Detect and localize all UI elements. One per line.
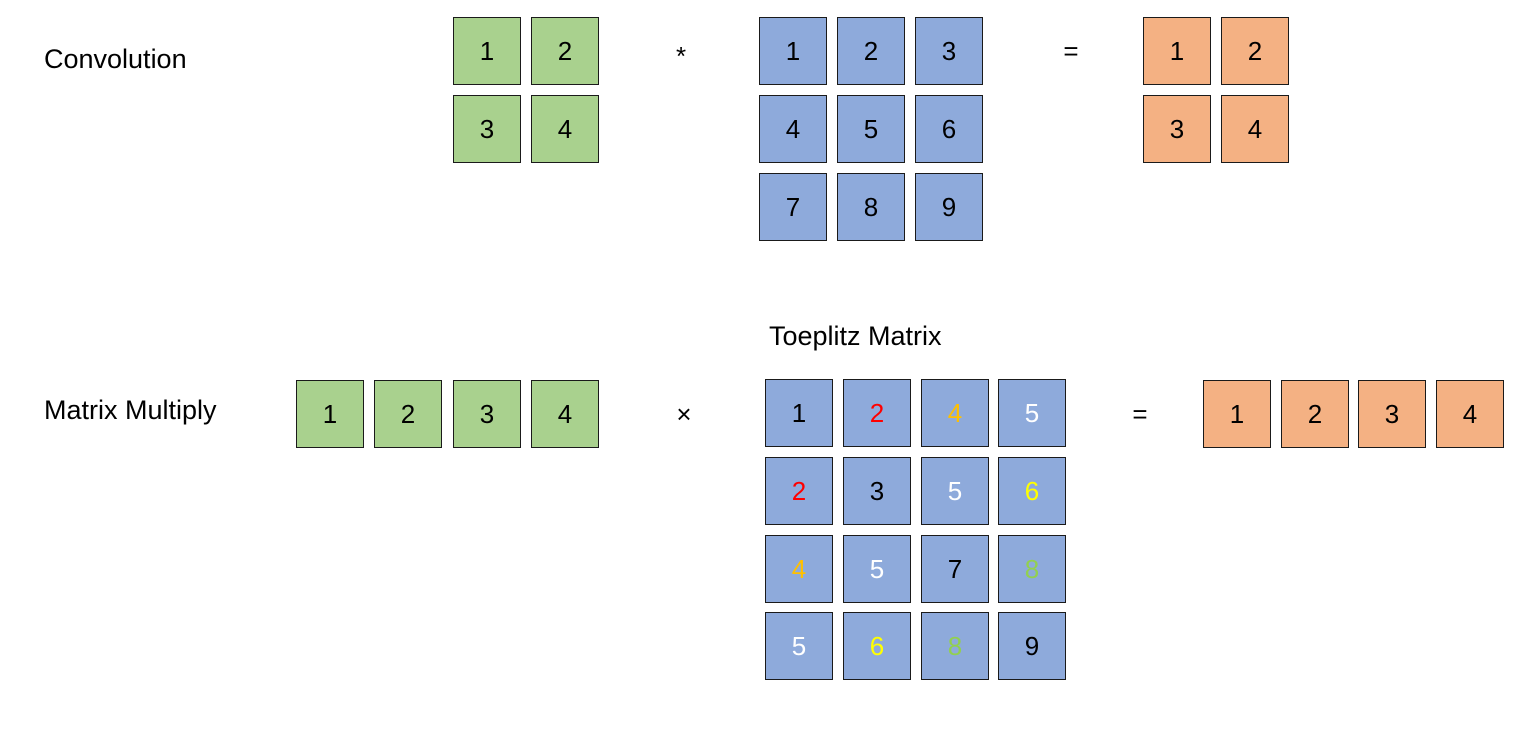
- input-cell: 6: [915, 95, 983, 163]
- output-vector-cell: 2: [1281, 380, 1349, 448]
- convolution-operator: *: [675, 41, 687, 71]
- toeplitz-matrix-label: Toeplitz Matrix: [769, 321, 942, 351]
- input-cell: 5: [837, 95, 905, 163]
- input-cell: 7: [759, 173, 827, 241]
- toeplitz-cell: 5: [843, 535, 911, 603]
- kernel-cell: 3: [453, 95, 521, 163]
- convolution-equals: =: [1063, 36, 1079, 66]
- output-vector-cell: 4: [1436, 380, 1504, 448]
- input-cell: 3: [915, 17, 983, 85]
- toeplitz-cell: 4: [765, 535, 833, 603]
- input-cell: 1: [759, 17, 827, 85]
- output-cell: 2: [1221, 17, 1289, 85]
- kernel-cell: 1: [453, 17, 521, 85]
- output-cell: 4: [1221, 95, 1289, 163]
- toeplitz-cell: 2: [843, 379, 911, 447]
- input-cell: 8: [837, 173, 905, 241]
- toeplitz-cell: 1: [765, 379, 833, 447]
- multiply-operator: ×: [676, 399, 692, 429]
- toeplitz-cell: 4: [921, 379, 989, 447]
- multiply-equals: =: [1132, 399, 1148, 429]
- input-cell: 4: [759, 95, 827, 163]
- toeplitz-cell: 6: [998, 457, 1066, 525]
- toeplitz-cell: 8: [921, 612, 989, 680]
- toeplitz-cell: 3: [843, 457, 911, 525]
- vector-cell: 4: [531, 380, 599, 448]
- input-cell: 2: [837, 17, 905, 85]
- toeplitz-cell: 6: [843, 612, 911, 680]
- vector-cell: 2: [374, 380, 442, 448]
- matrix-multiply-label: Matrix Multiply: [44, 395, 217, 425]
- toeplitz-cell: 5: [765, 612, 833, 680]
- output-cell: 1: [1143, 17, 1211, 85]
- toeplitz-cell: 5: [998, 379, 1066, 447]
- output-cell: 3: [1143, 95, 1211, 163]
- output-vector-cell: 1: [1203, 380, 1271, 448]
- convolution-label: Convolution: [44, 44, 187, 74]
- output-vector-cell: 3: [1358, 380, 1426, 448]
- vector-cell: 3: [453, 380, 521, 448]
- toeplitz-cell: 2: [765, 457, 833, 525]
- toeplitz-cell: 8: [998, 535, 1066, 603]
- kernel-cell: 4: [531, 95, 599, 163]
- toeplitz-cell: 9: [998, 612, 1066, 680]
- vector-cell: 1: [296, 380, 364, 448]
- input-cell: 9: [915, 173, 983, 241]
- toeplitz-cell: 7: [921, 535, 989, 603]
- toeplitz-cell: 5: [921, 457, 989, 525]
- kernel-cell: 2: [531, 17, 599, 85]
